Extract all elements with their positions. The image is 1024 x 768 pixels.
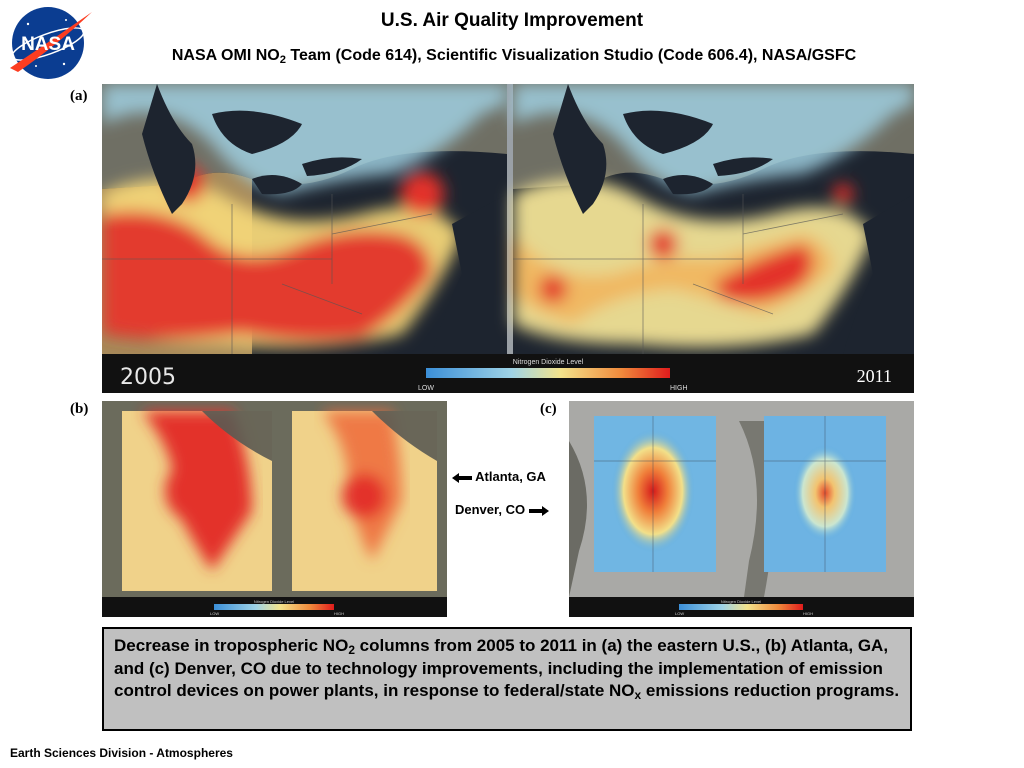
panel-b-label: (b): [70, 401, 89, 417]
legend-title: Nitrogen Dioxide Level: [721, 599, 761, 604]
atlanta-annotation: Atlanta, GA: [452, 469, 546, 484]
legend-colorbar: [426, 368, 670, 378]
panel-c-label: (c): [540, 401, 557, 417]
page-title: U.S. Air Quality Improvement: [380, 10, 644, 31]
legend-low: LOW: [210, 611, 219, 616]
denver-no2-map: Nitrogen Dioxide Level LOW HIGH: [569, 401, 914, 617]
right-arrow-icon: [528, 502, 549, 517]
legend-high: HIGH: [670, 385, 688, 392]
nasa-logo: NASA: [6, 4, 94, 80]
page-subtitle: NASA OMI NO2 Team (Code 614), Scientific…: [171, 47, 857, 66]
map-2005: [102, 84, 507, 354]
legend-colorbar: [214, 604, 334, 610]
legend-colorbar: [679, 604, 803, 610]
denver-annotation: Denver, CO: [455, 502, 549, 517]
figure-caption: Decrease in tropospheric NO2 columns fro…: [102, 627, 912, 731]
legend-low: LOW: [675, 611, 684, 616]
svg-text:NASA: NASA: [21, 34, 75, 55]
atlanta-no2-map: Nitrogen Dioxide Level LOW HIGH: [102, 401, 447, 617]
legend-high: HIGH: [803, 611, 813, 616]
eastern-us-no2-map: 2005 2011 Nitrogen Dioxide Level LOW HIG…: [102, 84, 914, 393]
footer-text: Earth Sciences Division - Atmospheres: [10, 746, 233, 760]
year-2005-label: 2005: [120, 365, 176, 390]
atlanta-label: Atlanta, GA: [475, 469, 546, 484]
legend-title: Nitrogen Dioxide Level: [254, 599, 294, 604]
left-arrow-icon: [452, 469, 475, 484]
legend-high: HIGH: [334, 611, 344, 616]
year-2011-label: 2011: [857, 366, 892, 386]
denver-label: Denver, CO: [455, 502, 526, 517]
legend-low: LOW: [418, 385, 434, 392]
map-2011: [513, 84, 914, 354]
panel-a-label: (a): [70, 88, 88, 104]
legend-title: Nitrogen Dioxide Level: [513, 359, 584, 366]
